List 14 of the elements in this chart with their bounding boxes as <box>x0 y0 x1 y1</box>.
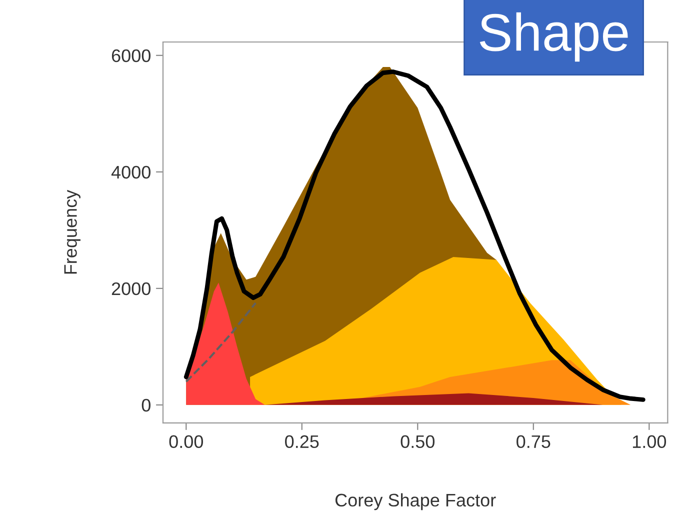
y-tick-label: 2000 <box>112 282 150 296</box>
annotation: Shape <box>480 12 628 62</box>
x-tick-label: 0.50 <box>400 435 435 448</box>
y-tick-label: 4000 <box>111 166 150 179</box>
x-axis-title: Corey Shape Factor <box>335 493 496 510</box>
x-tick-label: 0.00 <box>169 435 204 448</box>
y-tick-label: 0 <box>142 398 150 412</box>
y-axis-title: Frequency <box>64 190 80 274</box>
line-series <box>185 302 257 383</box>
x-tick-label: 1.00 <box>632 435 666 448</box>
line-series <box>184 69 646 402</box>
x-tick-label: 0.75 <box>516 435 550 448</box>
x-tick-label: 0.25 <box>285 435 319 448</box>
y-tick-label: 6000 <box>112 49 150 62</box>
